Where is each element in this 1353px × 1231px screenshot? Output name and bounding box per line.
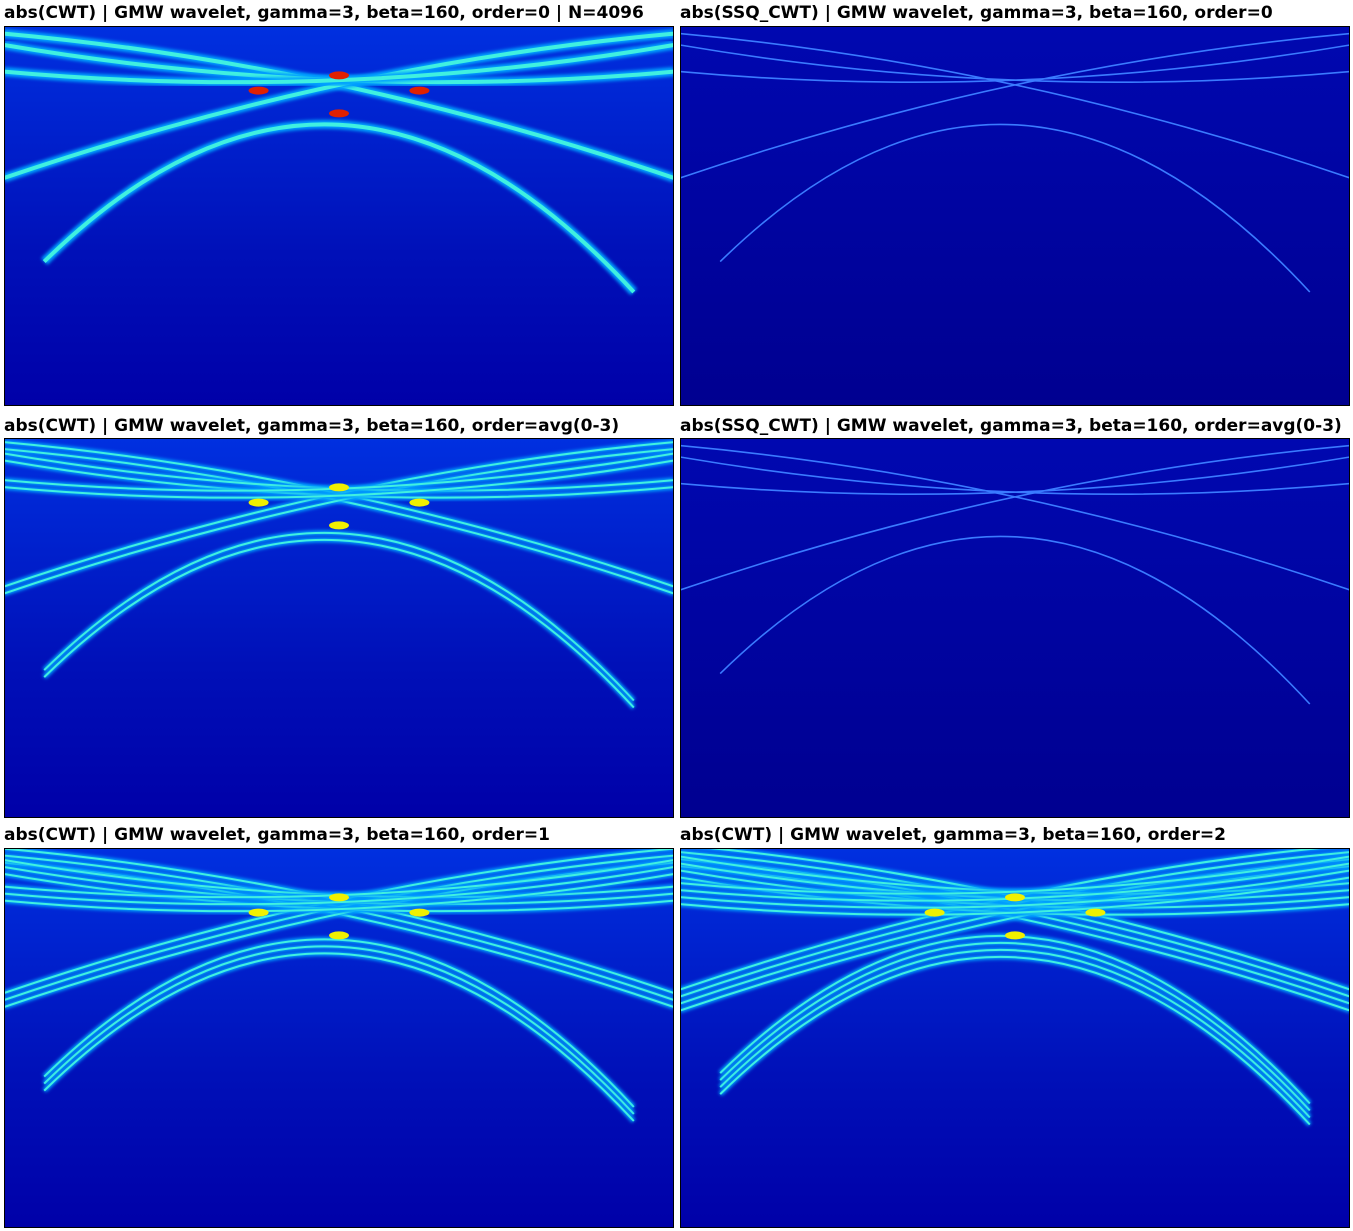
- hot-spot: [248, 498, 269, 507]
- panel-title: abs(CWT) | GMW wavelet, gamma=3, beta=16…: [4, 3, 644, 23]
- ridge: [4, 43, 674, 85]
- heatmap-content: [4, 848, 674, 1228]
- hot-spot: [329, 109, 349, 118]
- ridge: [680, 32, 1350, 179]
- hot-spot: [924, 908, 945, 917]
- heatmap-content: [680, 26, 1350, 406]
- ridge: [719, 955, 1311, 1126]
- heatmap-border: [4, 438, 674, 818]
- ridge: [4, 873, 674, 913]
- ridge: [43, 945, 635, 1115]
- panel-title: abs(CWT) | GMW wavelet, gamma=3, beta=16…: [4, 825, 550, 845]
- panel-title: abs(SSQ_CWT) | GMW wavelet, gamma=3, bet…: [680, 3, 1273, 23]
- heatmap-border: [680, 26, 1350, 406]
- ridge: [42, 122, 636, 294]
- ridge: [43, 938, 635, 1108]
- ridge: [719, 123, 1311, 293]
- heatmap-border: [4, 848, 674, 1228]
- heatmap-content: [680, 848, 1350, 1228]
- ridge: [4, 866, 674, 906]
- ridge: [43, 531, 635, 702]
- heatmap: [4, 848, 674, 1228]
- hot-spot: [329, 893, 349, 902]
- ridge: [4, 459, 674, 499]
- panel-title: abs(SSQ_CWT) | GMW wavelet, gamma=3, bet…: [680, 416, 1342, 436]
- heatmap: [680, 848, 1350, 1228]
- hot-spot: [1005, 893, 1025, 902]
- ridge: [680, 44, 1350, 83]
- hot-spot: [329, 71, 349, 80]
- hot-spot: [329, 483, 349, 492]
- heatmap: [4, 438, 674, 818]
- ridge: [680, 855, 1350, 895]
- ridge: [43, 952, 635, 1122]
- hot-spot: [1085, 908, 1106, 917]
- ridge: [719, 535, 1311, 705]
- heatmap: [4, 26, 674, 406]
- heatmap: [680, 26, 1350, 406]
- heatmap-background: [680, 438, 1350, 818]
- ridge: [680, 456, 1350, 495]
- heatmap-border: [680, 438, 1350, 818]
- panel-title: abs(CWT) | GMW wavelet, gamma=3, beta=16…: [4, 416, 619, 436]
- heatmap-background: [680, 26, 1350, 406]
- ridge: [680, 876, 1350, 916]
- panel-title: abs(CWT) | GMW wavelet, gamma=3, beta=16…: [680, 825, 1226, 845]
- hot-spot: [1005, 931, 1025, 940]
- ridge: [680, 444, 1350, 591]
- ridge: [680, 869, 1350, 909]
- heatmap-content: [4, 26, 674, 406]
- hot-spot: [329, 521, 349, 530]
- ridge: [719, 941, 1311, 1112]
- heatmap-border: [680, 848, 1350, 1228]
- hot-spot: [329, 931, 349, 940]
- hot-spot: [248, 908, 269, 917]
- ridge: [719, 948, 1311, 1119]
- ridge: [4, 448, 674, 595]
- hot-spot: [248, 86, 269, 95]
- hot-spot: [409, 86, 430, 95]
- hot-spot: [409, 908, 430, 917]
- heatmap-content: [680, 438, 1350, 818]
- hot-spot: [409, 498, 430, 507]
- heatmap-border: [4, 26, 674, 406]
- heatmap: [680, 438, 1350, 818]
- heatmap-content: [4, 438, 674, 818]
- ridge: [4, 31, 674, 180]
- ridge: [43, 538, 635, 709]
